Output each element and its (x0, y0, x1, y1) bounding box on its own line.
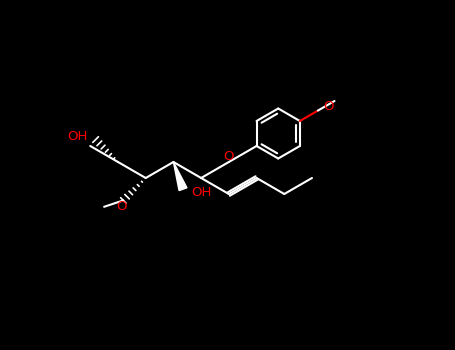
Text: OH: OH (191, 186, 211, 199)
Text: O: O (223, 149, 234, 162)
Text: O: O (116, 200, 126, 213)
Text: O: O (323, 100, 334, 113)
Text: OH: OH (67, 130, 88, 143)
Polygon shape (173, 162, 187, 191)
